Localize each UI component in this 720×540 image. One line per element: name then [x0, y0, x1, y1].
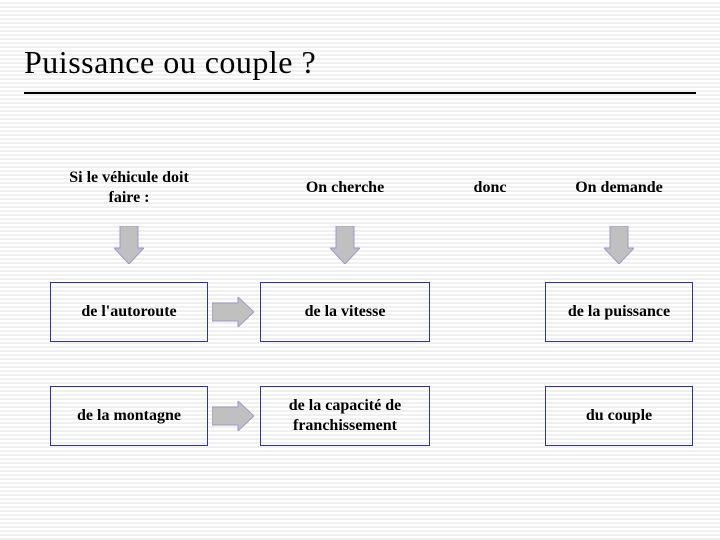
cell-puissance: de la puissance [545, 282, 693, 342]
down-arrow-icon [330, 226, 360, 264]
header-col-1: On cherche [260, 158, 430, 218]
title-underline [24, 92, 696, 94]
slide: Puissance ou couple ? Si le véhicule doi… [0, 0, 720, 540]
cell-montagne: de la montagne [50, 386, 208, 446]
header-col-3: On demande [545, 158, 693, 218]
cell-vitesse: de la vitesse [260, 282, 430, 342]
slide-title: Puissance ou couple ? [24, 44, 316, 81]
cell-autoroute: de l'autoroute [50, 282, 208, 342]
cell-franchissement: de la capacité de franchissement [260, 386, 430, 446]
down-arrow-icon [604, 226, 634, 264]
down-arrow-icon [114, 226, 144, 264]
right-arrow-icon [212, 297, 254, 327]
right-arrow-icon [212, 401, 254, 431]
cell-couple: du couple [545, 386, 693, 446]
header-col-2: donc [460, 158, 520, 218]
header-col-0: Si le véhicule doit faire : [50, 158, 208, 218]
